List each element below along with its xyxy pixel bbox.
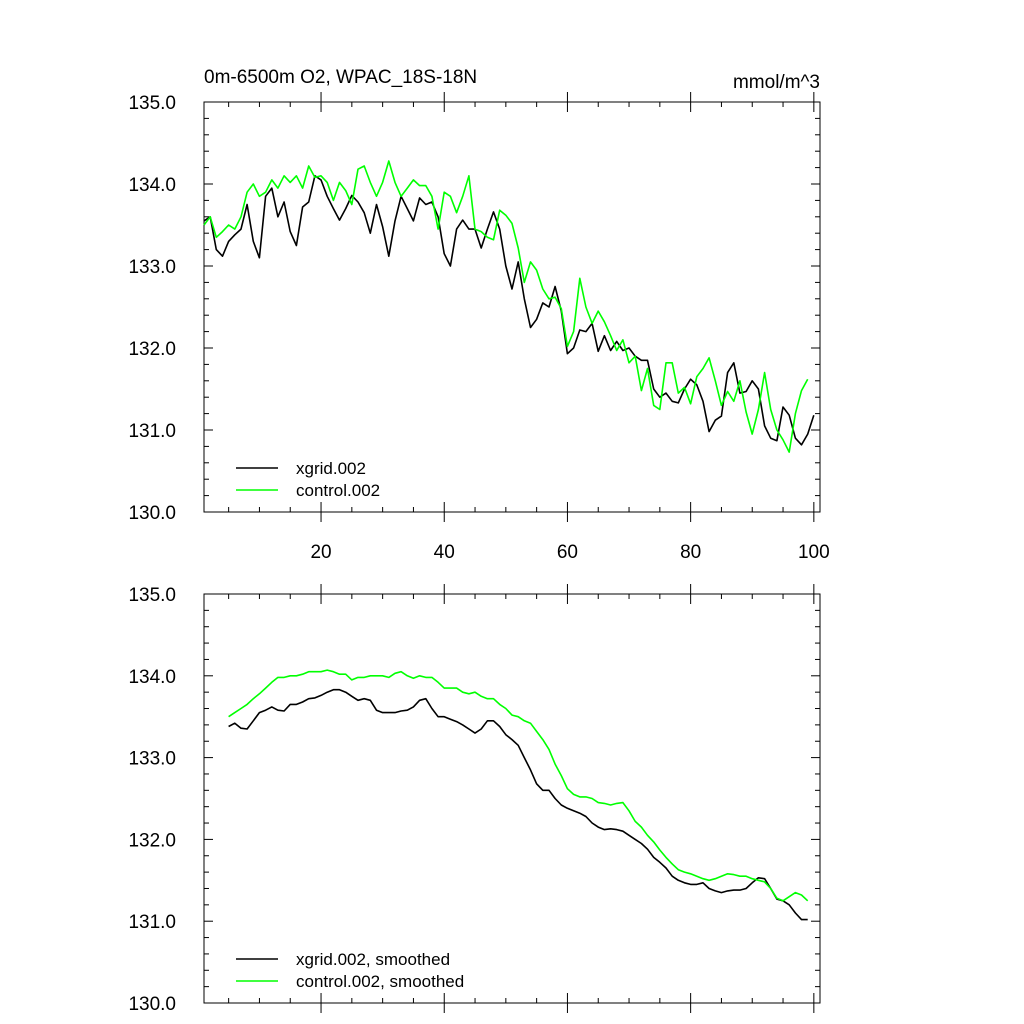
plot-frame [203,101,821,513]
y-tick-label: 134.0 [128,175,176,196]
x-tick-label: 20 [310,542,331,563]
x-tick-label: 40 [434,542,455,563]
y-tick-label: 132.0 [128,830,176,851]
y-tick-label: 131.0 [128,421,176,442]
top-panel: 130.0 131.0 132.0 133.0 134.0 135.0 20 40 60 80 10… [128,67,829,563]
series-line-0 [228,688,808,921]
y-tick-label: 135.0 [128,93,176,114]
legend-label-1: control.002, smoothed [296,972,464,991]
series-line-1 [203,160,809,453]
legend-label-1: control.002 [296,481,380,500]
legend-label-0: xgrid.002 [296,459,366,478]
x-tick-label: 100 [798,542,830,563]
y-tick-label: 132.0 [128,339,176,360]
y-tick-label: 131.0 [128,912,176,933]
legend-label-0: xgrid.002, smoothed [296,950,450,969]
x-tick-label: 60 [557,542,578,563]
chart-title: 0m-6500m O2, WPAC_18S-18N [204,67,477,88]
series-line-0 [203,175,815,446]
series-line-1 [228,669,809,902]
bottom-panel: 130.0 131.0 132.0 133.0 134.0 135.0 xgrid.002,… [128,584,821,1015]
y-tick-label: 133.0 [128,257,176,278]
y-tick-label: 130.0 [128,503,176,524]
plot-frame [203,593,821,1004]
x-tick-label: 80 [680,542,701,563]
y-tick-label: 130.0 [128,994,176,1015]
y-tick-label: 134.0 [128,667,176,688]
y-tick-label: 135.0 [128,585,176,606]
y-tick-label: 133.0 [128,749,176,770]
units-label: mmol/m^3 [733,72,820,93]
